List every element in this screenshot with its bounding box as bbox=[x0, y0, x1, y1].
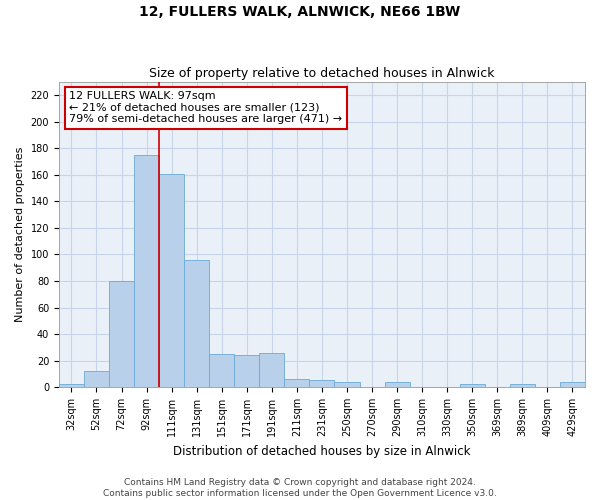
Bar bbox=[560, 382, 585, 387]
Bar bbox=[510, 384, 535, 387]
Bar bbox=[209, 354, 234, 387]
Bar bbox=[310, 380, 334, 387]
Text: Contains HM Land Registry data © Crown copyright and database right 2024.
Contai: Contains HM Land Registry data © Crown c… bbox=[103, 478, 497, 498]
X-axis label: Distribution of detached houses by size in Alnwick: Distribution of detached houses by size … bbox=[173, 444, 471, 458]
Title: Size of property relative to detached houses in Alnwick: Size of property relative to detached ho… bbox=[149, 66, 495, 80]
Text: 12, FULLERS WALK, ALNWICK, NE66 1BW: 12, FULLERS WALK, ALNWICK, NE66 1BW bbox=[139, 5, 461, 19]
Bar bbox=[159, 174, 184, 387]
Y-axis label: Number of detached properties: Number of detached properties bbox=[15, 147, 25, 322]
Text: 12 FULLERS WALK: 97sqm
← 21% of detached houses are smaller (123)
79% of semi-de: 12 FULLERS WALK: 97sqm ← 21% of detached… bbox=[70, 91, 343, 124]
Bar bbox=[334, 382, 359, 387]
Bar bbox=[109, 281, 134, 387]
Bar bbox=[259, 352, 284, 387]
Bar bbox=[234, 355, 259, 387]
Bar bbox=[284, 379, 310, 387]
Bar bbox=[84, 371, 109, 387]
Bar bbox=[385, 382, 410, 387]
Bar bbox=[59, 384, 84, 387]
Bar bbox=[184, 260, 209, 387]
Bar bbox=[134, 155, 159, 387]
Bar bbox=[460, 384, 485, 387]
